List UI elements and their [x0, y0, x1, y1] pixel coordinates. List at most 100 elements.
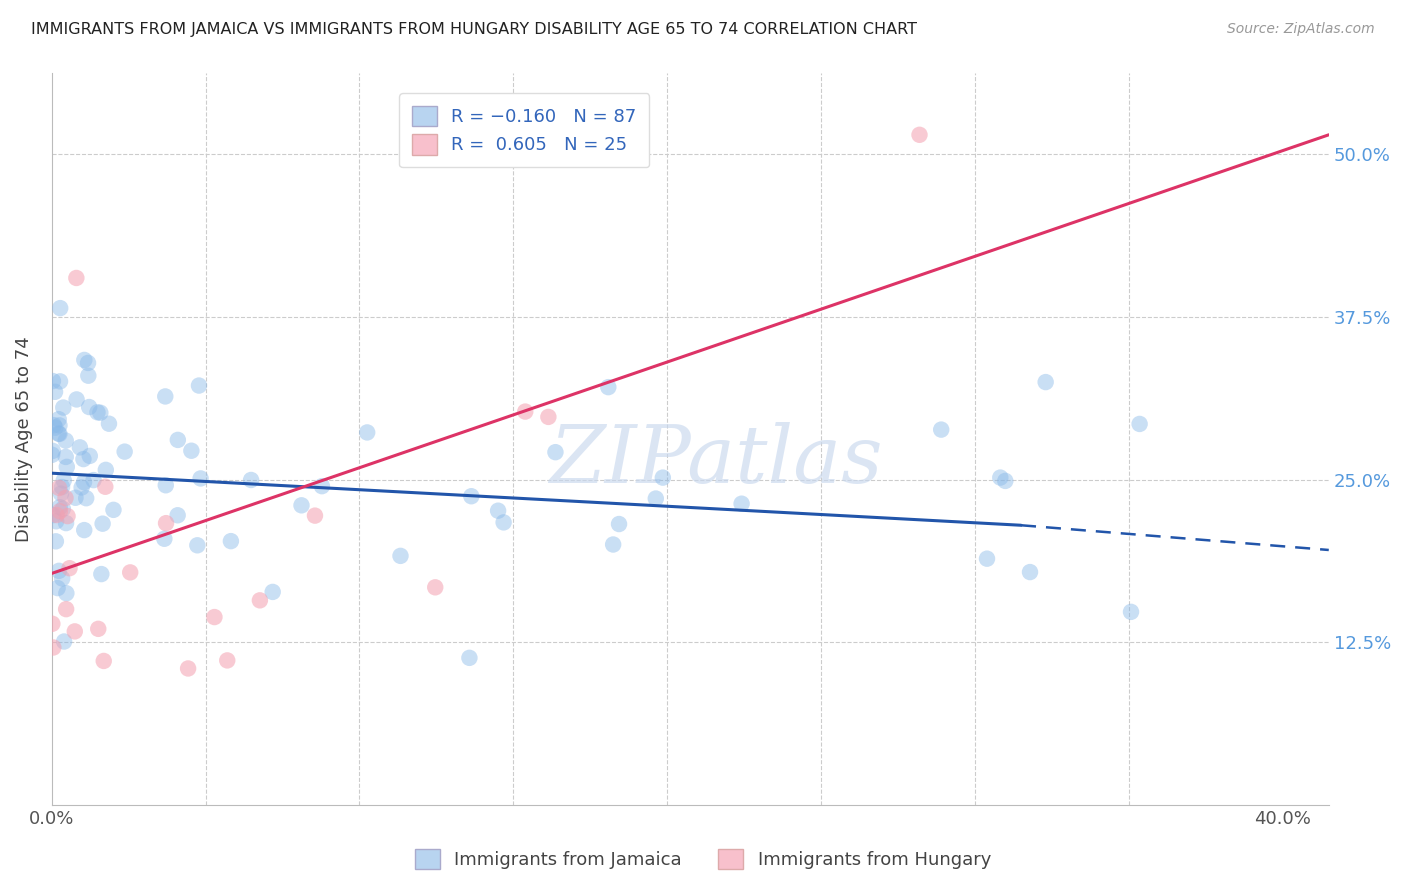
Point — [55, 491, 77, 505]
Point — [45, 534, 67, 549]
Point — [89, 406, 111, 420]
Point — [1129, 417, 1152, 431]
Point — [48, 412, 70, 426]
Point — [51, 572, 73, 586]
Point — [988, 470, 1011, 484]
Point — [290, 499, 312, 513]
Point — [55, 450, 77, 464]
Point — [55, 516, 77, 530]
Point — [188, 378, 211, 392]
Point — [460, 489, 482, 503]
Point — [94, 463, 117, 477]
Point — [73, 353, 96, 368]
Point — [515, 404, 537, 418]
Point — [1019, 565, 1042, 579]
Point — [77, 400, 100, 414]
Point — [63, 624, 86, 639]
Point — [48, 426, 70, 441]
Point — [217, 653, 239, 667]
Point — [56, 509, 79, 524]
Point — [42, 640, 65, 655]
Point — [75, 491, 97, 506]
Text: IMMIGRANTS FROM JAMAICA VS IMMIGRANTS FROM HUNGARY DISABILITY AGE 65 TO 74 CORRE: IMMIGRANTS FROM JAMAICA VS IMMIGRANTS FR… — [31, 22, 917, 37]
Point — [598, 380, 620, 394]
Y-axis label: Disability Age 65 to 74: Disability Age 65 to 74 — [15, 336, 32, 542]
Point — [1035, 375, 1057, 389]
Point — [240, 473, 263, 487]
Legend: R = −0.160   N = 87, R =  0.605   N = 25: R = −0.160 N = 87, R = 0.605 N = 25 — [399, 93, 650, 167]
Point — [389, 549, 412, 563]
Point — [65, 271, 87, 285]
Point — [976, 551, 998, 566]
Point — [73, 523, 96, 537]
Point — [48, 481, 70, 495]
Point — [77, 368, 100, 383]
Point — [52, 501, 75, 516]
Point — [48, 418, 70, 433]
Point — [42, 374, 65, 388]
Point — [651, 470, 673, 484]
Point — [52, 401, 75, 415]
Point — [86, 405, 108, 419]
Point — [55, 602, 77, 616]
Point — [155, 389, 177, 403]
Point — [120, 566, 142, 580]
Point — [607, 516, 630, 531]
Point — [155, 478, 177, 492]
Point — [602, 537, 624, 551]
Point — [153, 532, 176, 546]
Point — [55, 434, 77, 448]
Point — [356, 425, 378, 440]
Point — [91, 516, 114, 531]
Point — [186, 538, 208, 552]
Point — [166, 508, 188, 523]
Point — [219, 534, 242, 549]
Point — [44, 420, 66, 434]
Point — [425, 580, 447, 594]
Point — [486, 504, 509, 518]
Point — [492, 516, 515, 530]
Point — [190, 471, 212, 485]
Point — [52, 474, 75, 488]
Point — [49, 301, 72, 315]
Point — [644, 491, 666, 506]
Point — [730, 497, 752, 511]
Point — [155, 516, 177, 531]
Point — [262, 585, 284, 599]
Point — [544, 445, 567, 459]
Point — [58, 561, 80, 575]
Point — [41, 616, 63, 631]
Point — [69, 441, 91, 455]
Point — [249, 593, 271, 607]
Point — [77, 356, 100, 370]
Point — [87, 622, 110, 636]
Point — [204, 610, 226, 624]
Point — [177, 661, 200, 675]
Text: Source: ZipAtlas.com: Source: ZipAtlas.com — [1227, 22, 1375, 37]
Point — [45, 514, 67, 528]
Point — [537, 409, 560, 424]
Point — [56, 459, 79, 474]
Point — [73, 475, 96, 490]
Point — [51, 480, 73, 494]
Point — [45, 508, 67, 522]
Point — [49, 500, 72, 515]
Point — [83, 473, 105, 487]
Point — [98, 417, 121, 431]
Point — [48, 564, 70, 578]
Point — [55, 586, 77, 600]
Point — [93, 654, 115, 668]
Point — [180, 443, 202, 458]
Point — [49, 375, 72, 389]
Point — [48, 426, 70, 441]
Point — [53, 634, 76, 648]
Text: ZIPatlas: ZIPatlas — [550, 422, 883, 500]
Point — [114, 444, 136, 458]
Point — [458, 650, 481, 665]
Point — [304, 508, 326, 523]
Point — [90, 567, 112, 582]
Point — [65, 392, 87, 407]
Point — [311, 479, 333, 493]
Point — [42, 508, 65, 522]
Point — [65, 491, 87, 505]
